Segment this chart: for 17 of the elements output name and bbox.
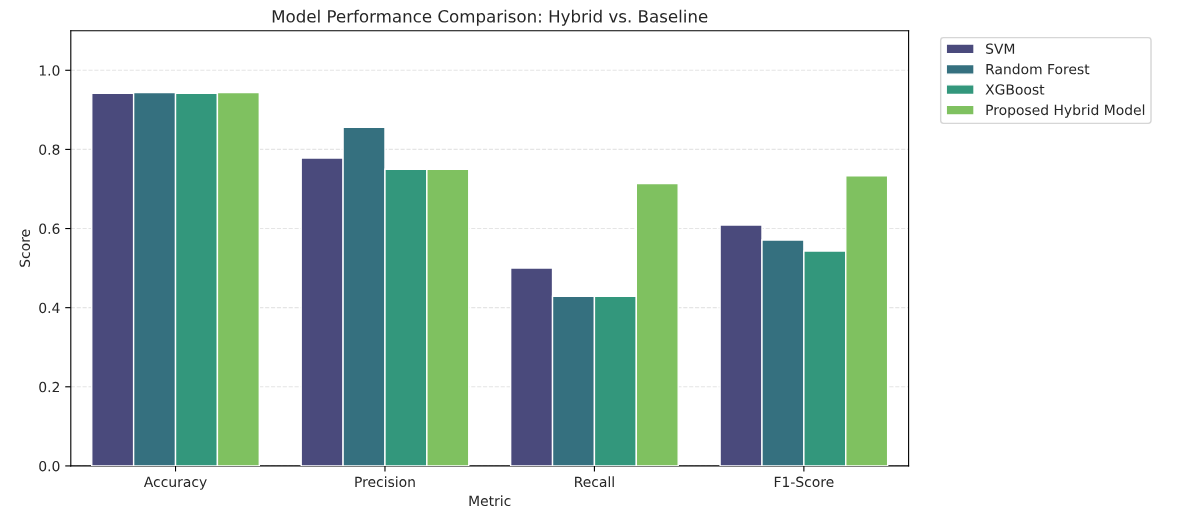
x-tick-label: Recall	[575, 476, 614, 488]
legend-label: Proposed Hybrid Model	[986, 104, 1145, 118]
y-tick-label: 0.2	[39, 381, 59, 393]
x-axis-title: Metric	[469, 495, 511, 507]
y-tick-label: 0.8	[39, 144, 60, 155]
legend-label: Random Forest	[986, 63, 1090, 75]
legend-label: XGBoost	[985, 84, 1045, 95]
legend-label: SVM	[986, 43, 1015, 54]
y-tick-label: 0.0	[39, 460, 60, 472]
x-tick-label: F1-Score	[774, 476, 834, 488]
x-tick-label: Accuracy	[143, 476, 207, 490]
y-tick-label: 0.4	[39, 302, 60, 314]
y-tick-label: 0.6	[39, 223, 60, 235]
chart-title: Model Performance Comparison: Hybrid vs. Baseline	[272, 9, 708, 26]
y-axis-title: Score	[19, 229, 31, 267]
x-tick-label: Precision	[355, 476, 415, 488]
y-tick-label: 1.0	[39, 65, 60, 76]
